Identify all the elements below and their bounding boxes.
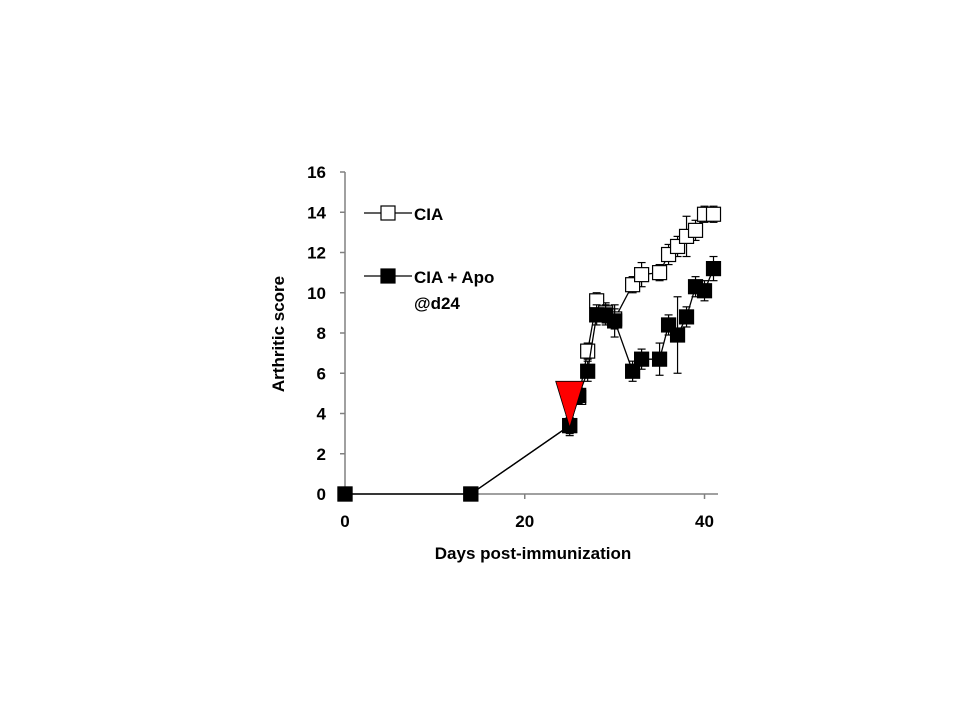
data-point — [678, 309, 695, 325]
x-tick-label: 20 — [515, 512, 534, 531]
data-point — [580, 363, 596, 379]
y-tick-label: 10 — [307, 284, 326, 303]
annotations — [555, 380, 585, 429]
legend-label: @d24 — [414, 294, 460, 313]
legend-item: CIA + Apo @d24 — [364, 268, 494, 313]
y-tick-label: 6 — [317, 364, 326, 383]
y-tick-label: 2 — [317, 445, 326, 464]
y-tick-label: 14 — [307, 203, 326, 222]
y-axis-title: Arthritic score — [269, 276, 288, 392]
y-tick-label: 0 — [317, 485, 326, 504]
x-tick-label: 0 — [340, 512, 349, 531]
data-point — [687, 222, 704, 238]
legend-label: CIA — [414, 205, 443, 224]
data-point — [580, 343, 596, 359]
x-axis-title: Days post-immunization — [435, 544, 631, 563]
data-point — [463, 486, 479, 502]
legend-label: CIA + Apo — [414, 268, 494, 287]
data-point — [669, 327, 686, 343]
y-tick-label: 8 — [317, 324, 326, 343]
series-cia-apo — [337, 255, 722, 502]
data-marks — [337, 205, 722, 502]
y-tick-label: 12 — [307, 244, 326, 263]
data-point — [651, 265, 668, 281]
data-point — [634, 267, 650, 283]
data-point — [634, 351, 650, 367]
data-point — [696, 283, 713, 299]
axes: 0 2 4 6 8 10 12 14 16 0 20 40 — [307, 163, 718, 531]
data-point — [705, 206, 722, 222]
x-tick-label: 40 — [695, 512, 714, 531]
data-point — [651, 351, 668, 367]
treatment-marker-triangle — [555, 380, 585, 429]
legend-marker — [380, 205, 396, 221]
y-tick-label: 4 — [317, 405, 327, 424]
legend: CIA CIA + Apo @d24 — [364, 205, 494, 313]
legend-marker — [380, 268, 396, 284]
y-tick-label: 16 — [307, 163, 326, 182]
data-point — [625, 363, 641, 379]
data-point — [337, 486, 353, 502]
series-line — [345, 268, 715, 495]
data-point — [607, 313, 623, 329]
legend-item: CIA — [364, 205, 443, 224]
data-point — [705, 261, 722, 277]
